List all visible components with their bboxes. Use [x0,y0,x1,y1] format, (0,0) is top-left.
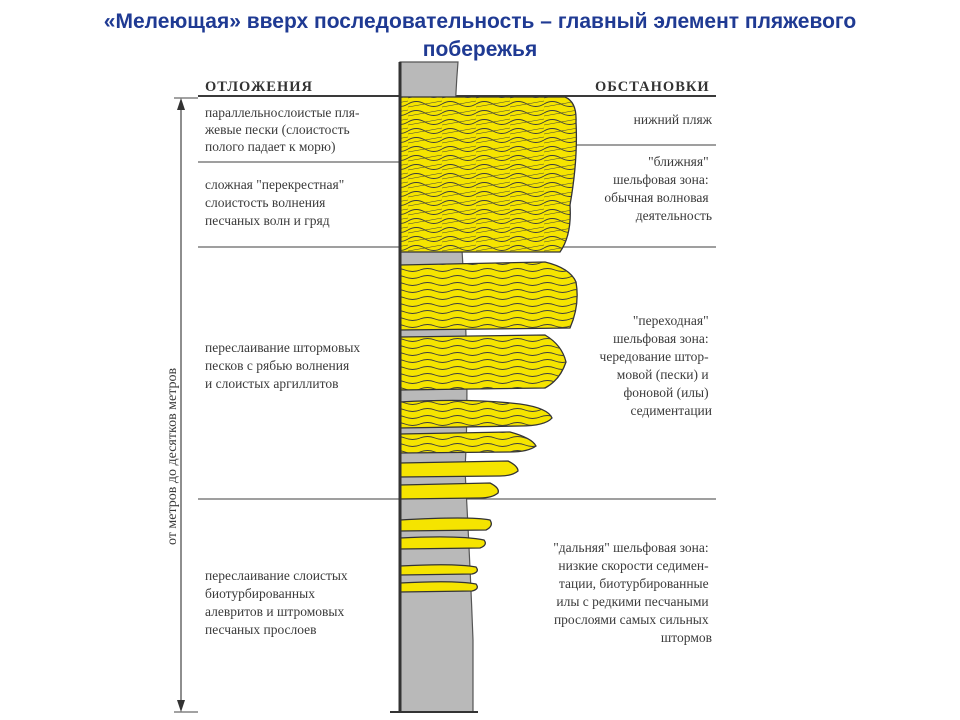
environment-labels: нижний пляж "ближняя" шельфовая зона: об… [553,112,712,645]
deposit-labels: параллельнослоистые пля- жевые пески (сл… [204,105,364,637]
deposit-label-1: параллельнослоистые пля- жевые пески (сл… [204,105,363,154]
thickness-scale: от метров до десятков метров [165,97,198,713]
sand-bed-10 [399,564,478,576]
environment-label-2: "ближняя" шельфовая зона: обычная волнов… [604,154,712,223]
deposit-label-4: переслаивание слоистых биотурбированных … [205,568,351,637]
deposit-label-3: переслаивание штормовых песков с рябью в… [205,340,364,391]
environments-header: ОБСТАНОВКИ [595,79,710,95]
sand-bed-7 [399,482,499,500]
sand-bed-8 [399,517,492,532]
title-line-2: побережья [422,38,538,61]
environment-label-1: нижний пляж [634,112,713,127]
deposits-header: ОТЛОЖЕНИЯ [205,79,313,95]
scale-label: от метров до десятков метров [165,367,180,545]
title-line-1: «Мелеющая» вверх последовательность – гл… [103,10,857,33]
sand-beds [399,96,578,593]
sand-bed-11 [399,581,478,593]
sand-bed-6 [399,460,519,478]
environment-label-4: "дальняя" шельфовая зона: низкие скорост… [553,540,712,645]
slide-title: «Мелеющая» вверх последовательность – гл… [0,8,960,64]
environment-label-3: "переходная" шельфовая зона: чередование… [600,313,712,418]
deposit-label-2: сложная "перекрестная" слоистость волнен… [205,177,348,228]
sand-bed-9 [399,536,486,550]
